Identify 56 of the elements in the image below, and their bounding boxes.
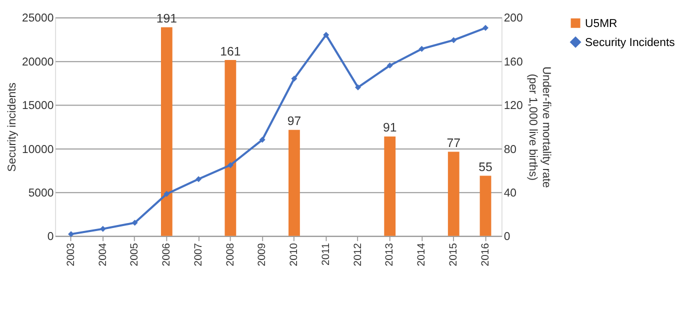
data-label: 191 [156,12,178,26]
point [386,62,393,68]
data-label: 97 [287,114,302,128]
x-tick-label: 2009 [257,242,268,266]
point [68,231,74,238]
point [450,37,457,44]
bar [480,176,492,236]
data-label: 77 [446,136,461,150]
y-axis-title: Security incidents [6,82,18,172]
x-tick-label: 2005 [130,242,141,266]
y-tick-label: 15000 [22,100,54,112]
y2-tick-label: 160 [504,56,523,68]
y-tick-label: 25000 [22,12,54,25]
x-tick-label: 2013 [384,242,396,266]
point [196,176,202,182]
y2-tick-label: 120 [504,100,523,112]
x-tick-label: 2008 [225,242,236,266]
legend-label: Security Incidents [585,36,676,49]
point [354,84,361,90]
data-label: 55 [478,160,493,174]
point [100,226,106,232]
x-tick-label: 2007 [193,242,204,266]
x-tick-label: 2011 [320,242,332,266]
x-tick-label: 2004 [98,242,109,266]
x-tick-label: 2006 [162,242,173,266]
bar [384,136,396,236]
point [164,190,170,197]
bar [224,60,236,236]
point [132,220,138,226]
y-tick-label: 0 [47,231,54,244]
x-tick-label: 2015 [448,242,460,266]
y2-axis-title: Under-five mortality rate (per 1,000 live births) [526,66,552,188]
y-tick-label: 20000 [22,56,54,68]
x-tick-label: 2012 [352,242,364,266]
y-tick-label: 5000 [28,187,54,200]
y2-tick-label: 0 [504,231,510,244]
y2-tick-label: 200 [504,12,523,25]
point [291,76,298,82]
x-tick-label: 2010 [289,242,300,266]
x-tick-label: 2003 [66,242,77,266]
y2-tick-label: 80 [504,144,516,156]
point [227,162,234,168]
bar [288,130,300,236]
bar [160,27,172,236]
point [323,32,330,38]
data-label: 161 [220,44,241,58]
point [418,46,425,52]
point [482,24,489,31]
x-tick-label: 2014 [416,242,428,266]
y2-tick-label: 40 [504,187,516,200]
legend-label: U5MR [585,18,618,30]
point [259,136,266,143]
y-tick-label: 10000 [22,144,54,156]
data-label: 91 [383,120,397,135]
x-tick-label: 2016 [480,242,492,266]
bar [448,152,460,236]
